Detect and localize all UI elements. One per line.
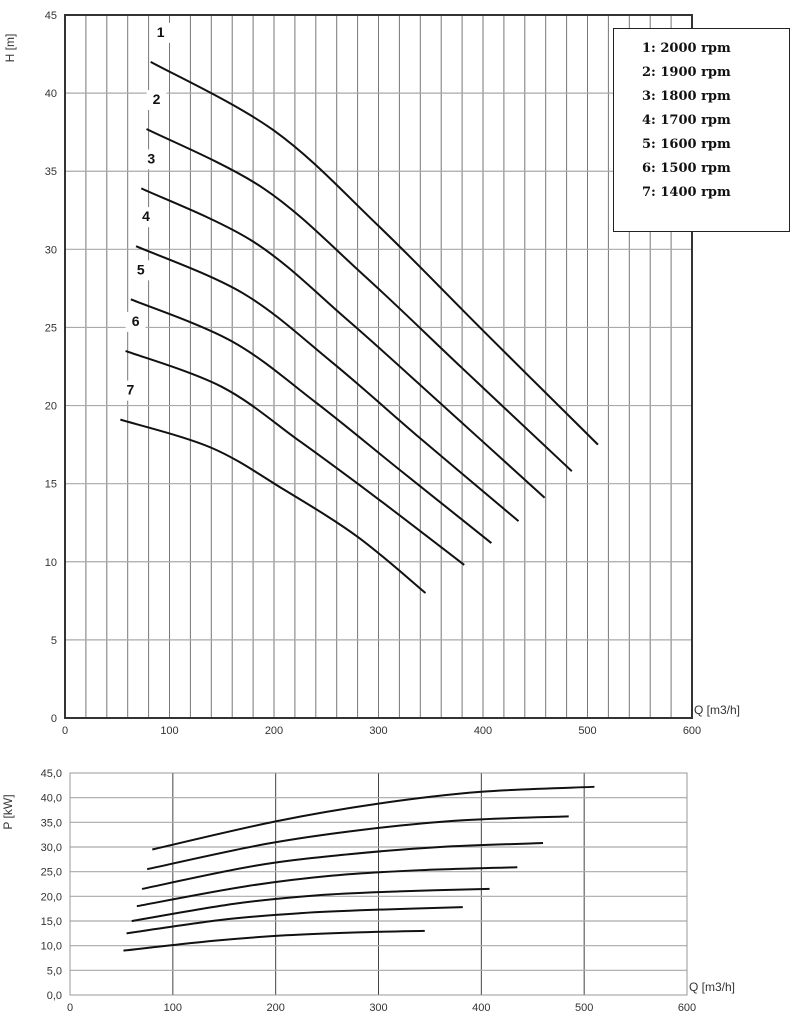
curve-1 [152, 785, 595, 851]
y-tick-label: 20 [45, 401, 57, 413]
y-tick-label: 25,0 [41, 867, 62, 879]
x-tick-label: 0 [62, 725, 68, 737]
y-tick-label: 0 [51, 713, 57, 725]
y-tick-label: 0,0 [47, 990, 62, 1002]
plot-frame [69, 772, 688, 996]
y-tick-label: 15 [45, 479, 57, 491]
y-tick-label: 15,0 [41, 916, 62, 928]
curve-label-background [146, 90, 167, 111]
y-tick-label: 5,0 [47, 965, 62, 977]
x-axis-label: Q [m3/h] [689, 980, 735, 994]
x-tick-label: 500 [575, 1002, 593, 1014]
x-tick-label: 500 [578, 725, 596, 737]
curve-7 [123, 929, 425, 952]
x-tick-label: 300 [369, 1002, 387, 1014]
x-tick-label: 400 [472, 1002, 490, 1014]
curve-4 [136, 866, 518, 908]
y-axis-label: P [kW] [1, 794, 15, 829]
y-tick-label: 20,0 [41, 891, 62, 903]
y-tick-label: 10,0 [41, 941, 62, 953]
y-tick-label: 30 [45, 244, 57, 256]
curve-2 [146, 815, 569, 871]
curve-label-5: 5 [137, 261, 145, 277]
curve-7 [120, 418, 427, 594]
plot-frame [64, 14, 693, 719]
legend-item: 4: 1700 rpm [642, 113, 731, 128]
y-tick-label: 45 [45, 10, 57, 22]
curve-label-7: 7 [126, 382, 134, 398]
y-tick-label: 45,0 [41, 768, 62, 780]
curve-label-background [125, 311, 146, 332]
legend-item: 1: 2000 rpm [642, 41, 731, 56]
y-tick-label: 25 [45, 322, 57, 334]
curve-2 [146, 128, 573, 472]
curve-4 [135, 245, 520, 522]
legend-item: 3: 1800 rpm [642, 89, 731, 104]
x-tick-label: 200 [266, 1002, 284, 1014]
x-tick-label: 0 [67, 1002, 73, 1014]
curve-1 [150, 60, 599, 446]
legend-item: 2: 1900 rpm [642, 65, 731, 80]
curve-label-6: 6 [132, 313, 140, 329]
x-tick-label: 100 [160, 725, 178, 737]
y-tick-label: 40 [45, 88, 57, 100]
x-tick-label: 600 [683, 725, 701, 737]
curve-5 [130, 298, 492, 544]
x-tick-label: 300 [369, 725, 387, 737]
y-tick-label: 10 [45, 557, 57, 569]
curve-label-background [141, 149, 162, 170]
curve-label-background [130, 260, 151, 281]
y-tick-label: 5 [51, 635, 57, 647]
curve-label-2: 2 [153, 91, 161, 107]
y-tick-label: 35,0 [41, 817, 62, 829]
curve-3 [141, 842, 544, 890]
legend-item: 6: 1500 rpm [642, 161, 731, 176]
legend-item: 5: 1600 rpm [642, 137, 731, 152]
y-tick-label: 30,0 [41, 842, 62, 854]
y-tick-label: 40,0 [41, 793, 62, 805]
curve-label-1: 1 [157, 24, 165, 40]
curve-6 [126, 906, 463, 935]
x-tick-label: 200 [265, 725, 283, 737]
curve-label-background [120, 380, 141, 401]
curve-6 [125, 349, 465, 566]
x-tick-label: 100 [164, 1002, 182, 1014]
curve-5 [131, 887, 490, 922]
legend: 1: 2000 rpm 2: 1900 rpm 3: 1800 rpm 4: 1… [613, 28, 790, 232]
curve-label-background [150, 22, 171, 43]
y-axis-label: H [m] [3, 34, 17, 63]
x-tick-label: 400 [474, 725, 492, 737]
y-tick-label: 35 [45, 166, 57, 178]
curve-label-background [136, 207, 157, 228]
curve-label-4: 4 [142, 208, 150, 224]
curve-label-3: 3 [147, 150, 155, 166]
x-tick-label: 600 [678, 1002, 696, 1014]
legend-item: 7: 1400 rpm [642, 185, 731, 200]
x-axis-label: Q [m3/h] [694, 703, 740, 717]
curve-3 [140, 187, 546, 499]
